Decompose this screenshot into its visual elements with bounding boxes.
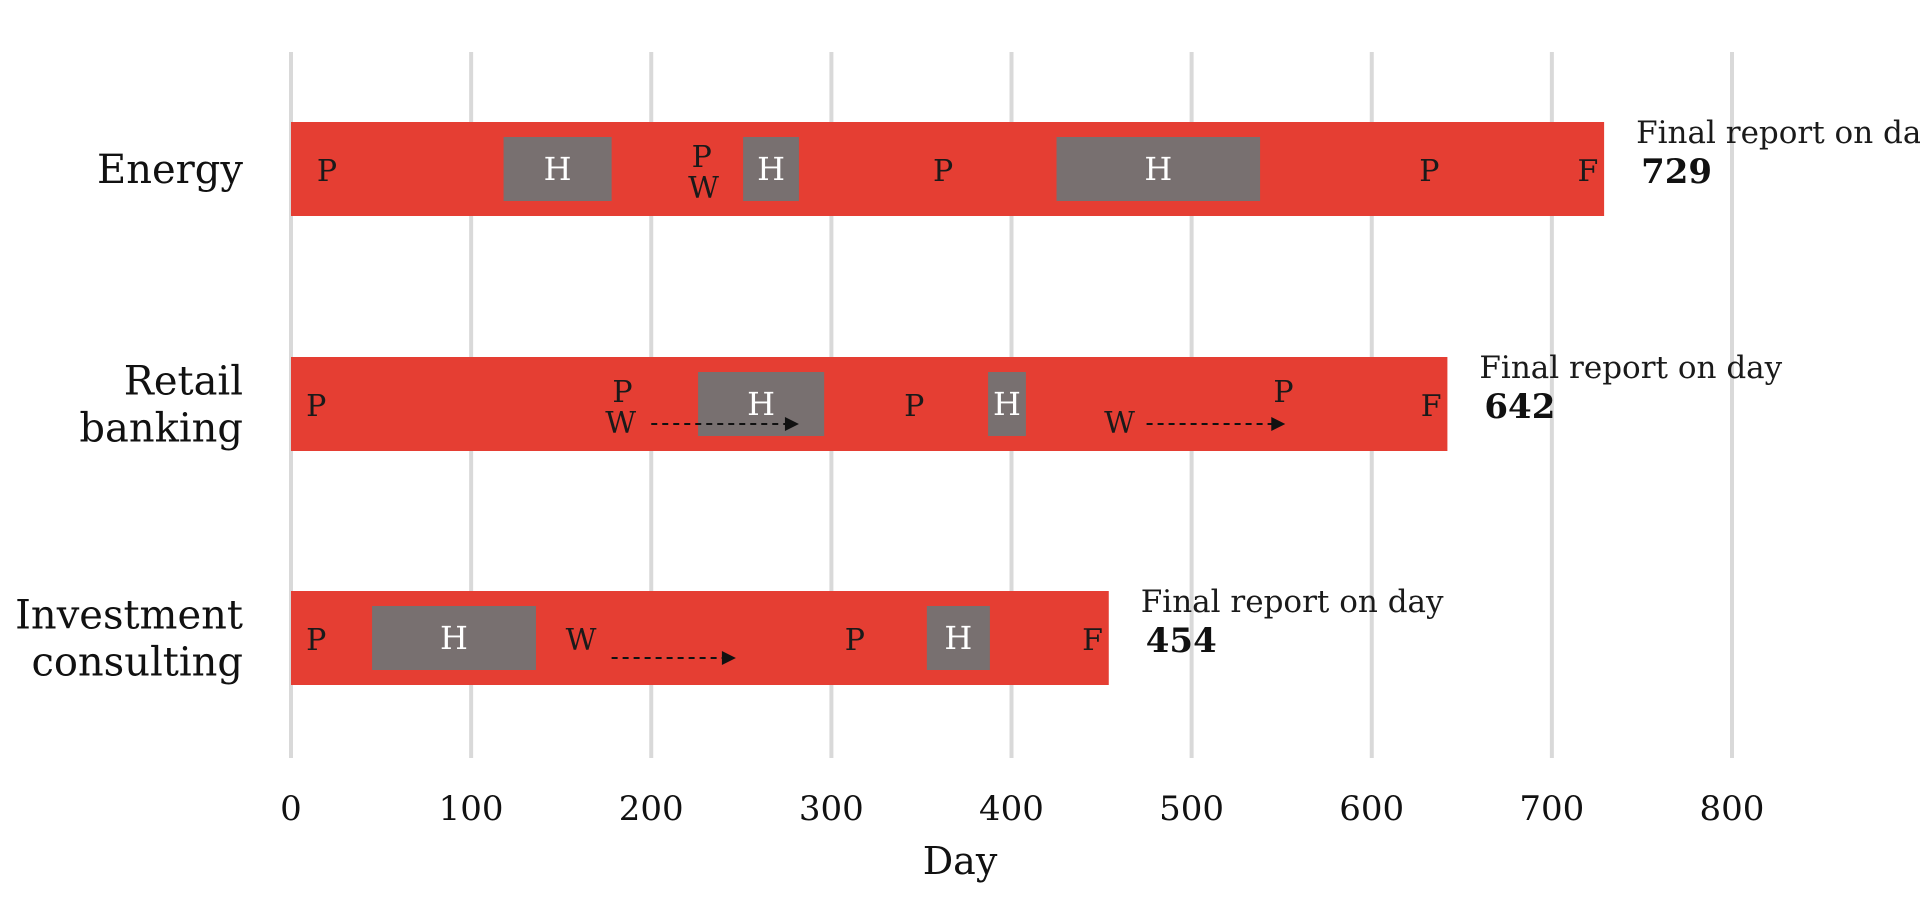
hold-box [988,372,1026,436]
hold-label: H [747,385,775,423]
x-tick-label: 300 [799,789,864,829]
hold-box [1056,137,1261,201]
hold-box [926,606,990,670]
event-marker-P: P [692,140,712,175]
category-label: consulting [31,640,243,686]
event-marker-P: P [306,389,326,424]
event-marker-P: P [845,623,865,658]
event-marker-W: W [688,171,719,206]
final-report-label: Final report on day [1636,115,1920,151]
event-marker-P: P [612,375,632,410]
x-tick-label: 600 [1339,789,1404,829]
hold-box [698,372,825,436]
final-report-day: 454 [1146,621,1217,661]
hold-box [503,137,612,201]
hold-label: H [544,150,572,188]
event-marker-P: P [904,389,924,424]
x-tick-label: 400 [979,789,1044,829]
duration-bar [291,357,1448,451]
final-report-label: Final report on day [1141,584,1444,620]
event-marker-F: F [1577,154,1598,189]
event-marker-W: W [1104,406,1135,441]
hold-label: H [944,619,972,657]
hold-box [372,606,536,670]
x-tick-label: 200 [619,789,684,829]
category-label: Energy [97,147,243,193]
final-report-day: 642 [1484,387,1555,427]
final-report-label: Final report on day [1479,350,1782,386]
event-marker-W: W [605,406,636,441]
x-tick-label: 100 [439,789,504,829]
final-report-day: 729 [1641,152,1712,192]
hold-label: H [1144,150,1172,188]
category-label: Retail [124,359,243,405]
event-marker-P: P [317,154,337,189]
hold-label: H [757,150,785,188]
hold-box [743,137,799,201]
hold-label: H [993,385,1021,423]
event-marker-P: P [1273,375,1293,410]
bar-layer [291,122,1605,685]
x-axis-title: Day [923,839,998,883]
event-marker-P: P [933,154,953,189]
x-tick-label: 800 [1700,789,1765,829]
event-marker-F: F [1082,623,1103,658]
event-marker-F: F [1421,389,1442,424]
wait-arrow-head [721,651,736,665]
event-marker-W: W [566,623,597,658]
x-tick-label: 700 [1519,789,1584,829]
x-tick-label: 0 [280,789,302,829]
wait-arrow-head [1271,417,1286,431]
event-marker-P: P [306,623,326,658]
category-label: banking [79,406,243,452]
hold-label: H [440,619,468,657]
wait-arrow-head [784,417,799,431]
event-marker-P: P [1419,154,1439,189]
category-label: Investment [15,593,243,639]
x-tick-label: 500 [1159,789,1224,829]
